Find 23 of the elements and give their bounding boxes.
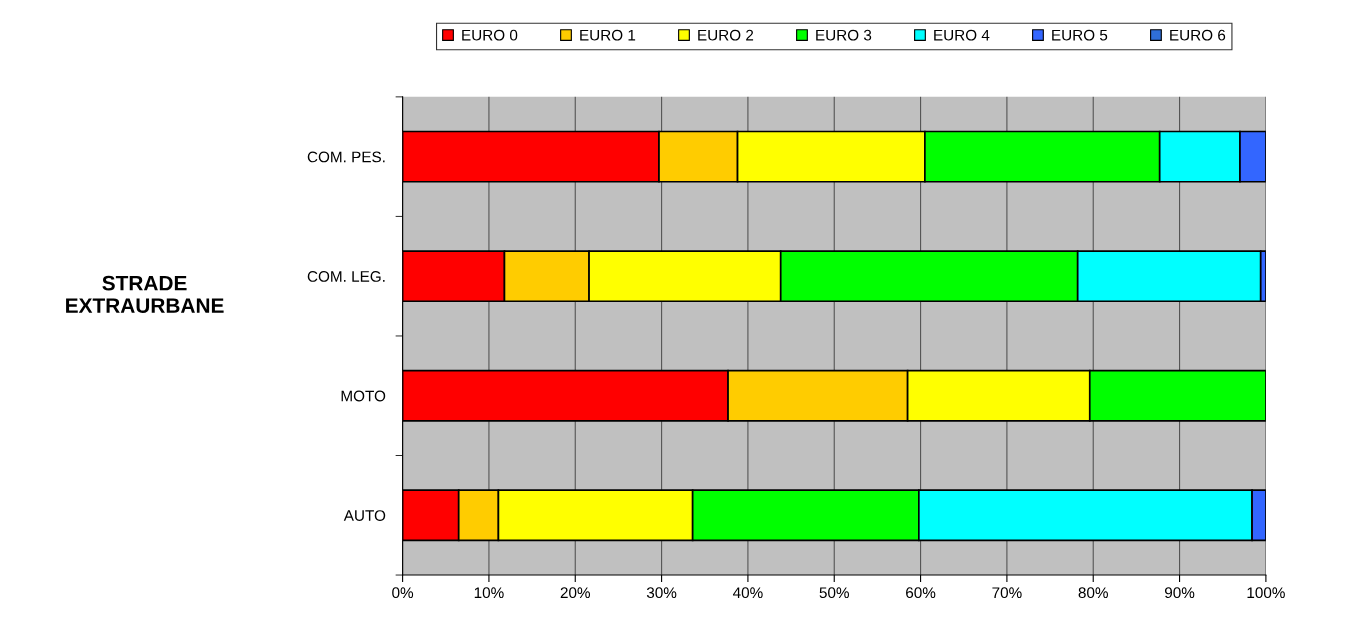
legend-label: EURO 6 bbox=[1170, 29, 1226, 41]
x-tick-label: 40% bbox=[732, 587, 763, 599]
y-tick-label: AUTO bbox=[343, 510, 386, 521]
legend-label: EURO 5 bbox=[1052, 29, 1108, 41]
x-tick-label: 0% bbox=[392, 587, 414, 599]
x-tick-label: 10% bbox=[474, 587, 504, 599]
x-tick-label: 30% bbox=[646, 587, 677, 599]
legend-label: EURO 4 bbox=[934, 29, 990, 41]
x-tick-label: 100% bbox=[1247, 587, 1285, 599]
x-tick-label: 90% bbox=[1164, 587, 1195, 599]
x-tick-label: 50% bbox=[819, 587, 849, 599]
text: STRADE EXTRAURBANE bbox=[66, 275, 224, 313]
legend-label: EURO 3 bbox=[816, 29, 872, 41]
legend-label: EURO 0 bbox=[462, 29, 518, 41]
legend-label: EURO 1 bbox=[580, 29, 636, 41]
x-tick-label: 70% bbox=[992, 587, 1022, 599]
x-tick-label: 60% bbox=[906, 587, 936, 599]
y-tick-label: COM. LEG. bbox=[307, 271, 385, 282]
x-tick-label: 80% bbox=[1078, 587, 1108, 599]
x-tick-label: 20% bbox=[560, 587, 590, 599]
legend-label: EURO 2 bbox=[698, 29, 754, 41]
y-tick-label: COM. PES. bbox=[307, 151, 385, 163]
y-tick-label: MOTO bbox=[341, 390, 386, 402]
